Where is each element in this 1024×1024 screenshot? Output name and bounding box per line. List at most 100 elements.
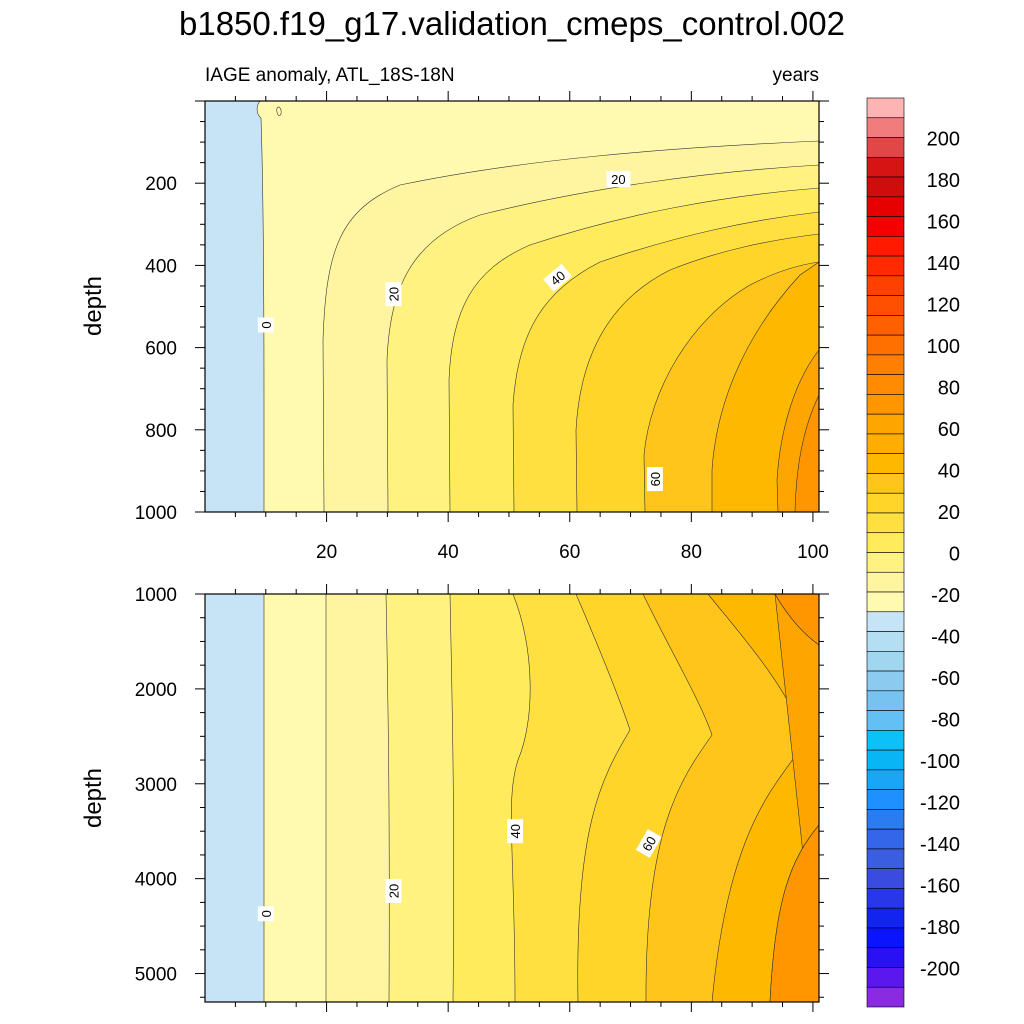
lower-y-tick-label: 1000: [135, 585, 177, 606]
lower-contour-label: 0: [257, 906, 274, 922]
upper-contour-label-bg: [385, 282, 402, 307]
colorbar-box: [866, 552, 905, 573]
colorbar-label: -80: [931, 709, 960, 731]
colorbar-box: [866, 255, 905, 277]
colorbar-box: [866, 769, 905, 790]
colorbar-box: [866, 967, 905, 988]
chart-subtitle-left: IAGE anomaly, ATL_18S-18N: [205, 65, 455, 86]
colorbar-label: 140: [927, 253, 960, 275]
lower-contour-label-bg: [257, 906, 274, 922]
upper-y-axis-label: depth: [80, 276, 107, 336]
lower-contour-label-text: 40: [508, 824, 523, 838]
colorbar-box: [866, 571, 905, 593]
colorbar-label: 100: [927, 336, 960, 358]
upper-y-tick-label: 1000: [135, 503, 177, 524]
colorbar-box: [866, 413, 905, 435]
lower-contour-label-text: 60: [639, 834, 659, 854]
colorbar-label: -40: [931, 626, 960, 648]
colorbar-label: 0: [949, 544, 960, 566]
colorbar-label: 20: [938, 502, 960, 524]
lower-contour-label: 40: [507, 819, 524, 844]
colorbar-box: [866, 315, 905, 336]
upper-x-tick-label: 40: [438, 542, 459, 563]
colorbar-label: 200: [927, 129, 960, 151]
colorbar-box: [866, 809, 905, 830]
lower-y-axis-label: depth: [80, 768, 107, 828]
upper-contour-label-text: 60: [648, 472, 663, 486]
colorbar-box: [866, 710, 905, 731]
colorbar-box: [866, 986, 905, 1008]
upper-contour-label: 0: [257, 317, 274, 333]
colorbar-label: 80: [938, 378, 960, 400]
upper-contour-label-bg: [257, 317, 274, 333]
colorbar-box: [866, 137, 905, 158]
colorbar-box: [866, 473, 905, 494]
upper-y-tick-label: 600: [145, 339, 177, 360]
upper-contour-label-bg: [606, 171, 631, 188]
colorbar-label: -60: [931, 668, 960, 690]
upper-panel: 20 40 60 80 100 200 400 600 800 1000 0 20 20 40 60 d…: [80, 91, 829, 563]
upper-x-tick-label: 60: [559, 542, 580, 563]
colorbar-box: [866, 236, 905, 257]
colorbar-box: [866, 730, 905, 751]
colorbar-box: [866, 295, 905, 316]
colorbar-label: 40: [938, 461, 960, 483]
upper-y-tick-label: 800: [145, 421, 177, 442]
colorbar-box: [866, 947, 905, 968]
lower-contour-label-bg: [635, 829, 662, 858]
colorbar-box: [866, 216, 905, 237]
colorbar-box: [866, 651, 905, 672]
upper-contour-label-text: 20: [386, 287, 401, 301]
lower-y-tick-label: 5000: [135, 965, 177, 986]
chart-subtitle-right: years: [773, 65, 819, 86]
colorbar-box: [866, 868, 905, 889]
upper-x-tick-label: 20: [316, 542, 337, 563]
colorbar-box: [866, 453, 905, 474]
colorbar-label: 60: [938, 419, 960, 441]
colorbar-box: [866, 394, 905, 415]
chart-title: b1850.f19_g17.validation_cmeps_control.0…: [179, 5, 845, 42]
lower-contour-label: 60: [635, 829, 662, 858]
upper-contour-label-bg: [543, 263, 572, 292]
colorbar-label: 120: [927, 295, 960, 317]
colorbar-label: -160: [920, 875, 960, 897]
upper-contour-label-text: 20: [611, 172, 625, 187]
colorbar-box: [866, 156, 905, 178]
upper-contour-label: 20: [606, 171, 631, 188]
colorbar-box: [866, 196, 905, 217]
colorbar-label: 160: [927, 212, 960, 234]
lower-contour-label-bg: [507, 819, 524, 844]
colorbar-label: -200: [920, 958, 960, 980]
colorbar-box: [866, 374, 905, 395]
colorbar-label: -120: [920, 792, 960, 814]
colorbar-box: [866, 631, 905, 652]
colorbar-box: [866, 354, 905, 375]
colorbar-box: [866, 611, 905, 632]
lower-contour-label: 20: [385, 878, 402, 903]
upper-contour-label-text: 0: [259, 321, 274, 328]
colorbar-box: [866, 433, 905, 454]
upper-contour-label: 60: [646, 467, 663, 492]
lower-y-tick-label: 2000: [135, 680, 177, 701]
colorbar-box: [866, 176, 905, 198]
colorbar-box: [866, 749, 905, 771]
colorbar-box: [866, 492, 905, 514]
upper-y-tick-label: 400: [145, 256, 177, 277]
colorbar-box: [866, 670, 905, 692]
colorbar-box: [866, 888, 905, 909]
colorbar-box: [866, 512, 905, 534]
lower-panel-frame: [204, 593, 820, 1003]
colorbar-box: [866, 334, 905, 356]
colorbar-box: [866, 532, 905, 553]
colorbar-box: [866, 97, 905, 119]
colorbar-label: -20: [931, 585, 960, 607]
upper-y-tick-label: 200: [145, 174, 177, 195]
colorbar-box: [866, 927, 905, 949]
lower-y-tick-label: 4000: [135, 870, 177, 891]
colorbar-label: -180: [920, 917, 960, 939]
lower-contour-label-text: 20: [386, 884, 401, 898]
colorbar-label: -100: [920, 751, 960, 773]
upper-contour-label-bg: [646, 467, 663, 492]
lower-contour-label-text: 0: [259, 910, 274, 917]
colorbar-box: [866, 828, 905, 850]
